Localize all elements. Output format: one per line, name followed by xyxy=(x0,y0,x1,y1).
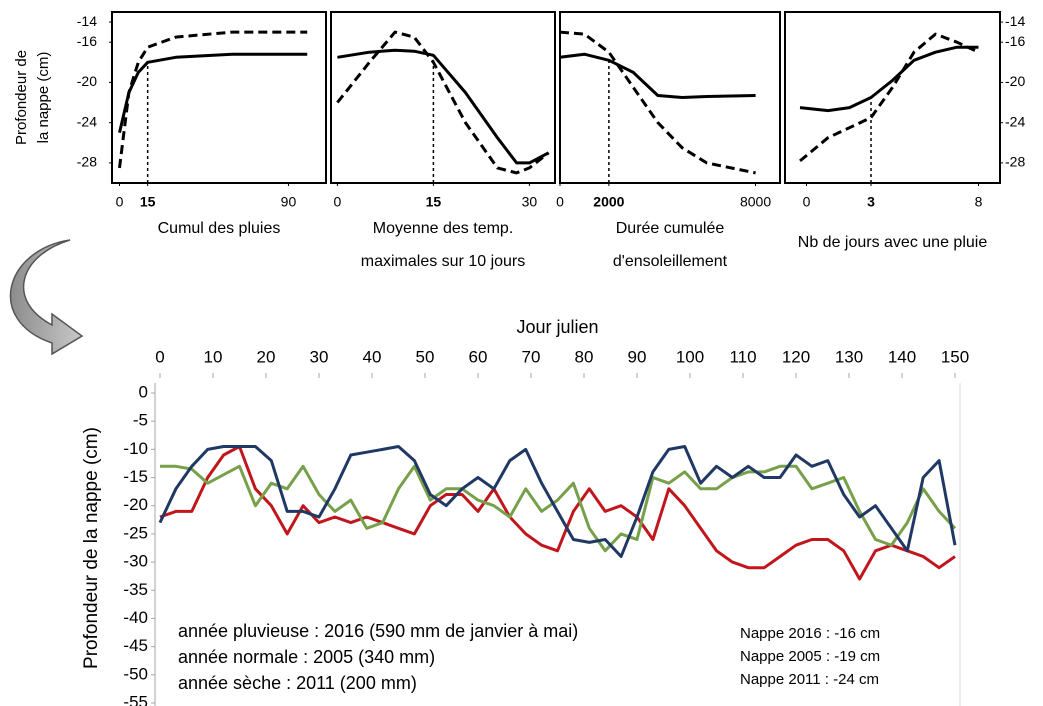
x-tick-label: 50 xyxy=(416,347,435,366)
data-line xyxy=(158,445,957,558)
y-tick-label: -10 xyxy=(123,439,148,458)
y-tick-label: -55 xyxy=(123,692,148,706)
data-line xyxy=(160,464,957,553)
y-axis-label: Profondeur de xyxy=(13,50,30,145)
annotation: année sèche : 2011 (200 mm) xyxy=(178,673,417,693)
y-tick-label: -25 xyxy=(123,523,148,542)
x-tick-label: 90 xyxy=(628,347,647,366)
x-axis-label: maximales sur 10 jours xyxy=(361,253,526,270)
x-tick-label: 100 xyxy=(676,347,704,366)
y-axis-label: la nappe (cm) xyxy=(35,52,52,144)
y-tick-label: 0 xyxy=(139,382,148,401)
x-tick-label: 60 xyxy=(469,347,488,366)
y-tick-label: -45 xyxy=(123,636,148,655)
annotation: Nappe 2005 : -19 cm xyxy=(740,648,880,665)
data-line xyxy=(336,30,550,175)
y-tick-label: -5 xyxy=(133,411,148,430)
y-tick-label: -40 xyxy=(123,608,148,627)
curved-arrow xyxy=(9,239,84,356)
x-axis-label: d'ensoleillement xyxy=(613,253,728,270)
data-line xyxy=(799,45,979,113)
x-tick-label: 8000 xyxy=(740,194,771,210)
x-tick-label: 40 xyxy=(363,347,382,366)
plot-frame xyxy=(330,11,556,184)
y-tick-label: -20 xyxy=(1005,73,1025,89)
x-tick-label: 130 xyxy=(835,347,863,366)
annotation: Nappe 2016 : -16 cm xyxy=(740,625,880,642)
x-tick-label: 80 xyxy=(575,347,594,366)
x-tick-label: 30 xyxy=(310,347,329,366)
y-tick-label: -16 xyxy=(77,33,97,49)
y-tick-label: -24 xyxy=(1005,113,1025,129)
x-tick-label: 140 xyxy=(888,347,916,366)
x-tick-label: 120 xyxy=(782,347,810,366)
x-tick-label: 15 xyxy=(140,194,156,210)
y-tick-label: -28 xyxy=(77,154,97,170)
plot-frame xyxy=(559,11,781,184)
y-tick-label: -35 xyxy=(123,580,148,599)
x-tick-label: 0 xyxy=(556,194,564,210)
x-tick-label: 3 xyxy=(867,194,875,210)
x-tick-label: 70 xyxy=(522,347,541,366)
plot-frame xyxy=(784,11,1001,184)
x-tick-label: 2000 xyxy=(593,194,624,210)
plot-frame xyxy=(111,11,327,184)
x-axis-label: Moyenne des temp. xyxy=(373,220,514,237)
y-tick-label: -14 xyxy=(77,13,97,29)
y-tick-label: -14 xyxy=(1005,13,1025,29)
x-tick-label: 0 xyxy=(155,347,164,366)
x-tick-label: 150 xyxy=(941,347,969,366)
x-tick-label: 110 xyxy=(729,347,756,366)
x-tick-label: 0 xyxy=(803,194,811,210)
x-tick-label: 90 xyxy=(281,194,297,210)
y-tick-label: -50 xyxy=(123,664,148,683)
y-tick-label: -20 xyxy=(77,73,97,89)
y-tick-label: -20 xyxy=(123,495,148,514)
x-axis-label: Cumul des pluies xyxy=(158,220,281,237)
data-line xyxy=(337,48,550,165)
x-tick-label: 30 xyxy=(522,194,538,210)
annotation: année pluvieuse : 2016 (590 mm de janvie… xyxy=(178,621,578,641)
data-line xyxy=(559,52,756,99)
x-tick-label: 0 xyxy=(334,194,342,210)
annotation: année normale : 2005 (340 mm) xyxy=(178,647,435,667)
annotation: Nappe 2011 : -24 cm xyxy=(740,671,879,688)
data-line xyxy=(118,30,308,169)
data-line xyxy=(559,30,756,175)
y-tick-label: -24 xyxy=(77,113,97,129)
data-line xyxy=(799,32,980,163)
x-axis-label: Nb de jours avec une pluie xyxy=(798,234,988,251)
x-tick-label: 0 xyxy=(116,194,124,210)
y-tick-label: -30 xyxy=(123,552,148,571)
x-tick-label: 10 xyxy=(204,347,223,366)
y-tick-label: -28 xyxy=(1005,154,1025,170)
x-tick-label: 15 xyxy=(426,194,442,210)
x-tick-label: 20 xyxy=(257,347,276,366)
y-tick-label: -15 xyxy=(123,467,148,486)
y-tick-label: -16 xyxy=(1005,33,1025,49)
x-axis-label: Jour julien xyxy=(516,317,598,337)
x-axis-label: Durée cumulée xyxy=(616,220,725,237)
y-axis-label: Profondeur de la nappe (cm) xyxy=(81,427,102,669)
data-line xyxy=(159,445,956,581)
x-tick-label: 8 xyxy=(975,194,983,210)
